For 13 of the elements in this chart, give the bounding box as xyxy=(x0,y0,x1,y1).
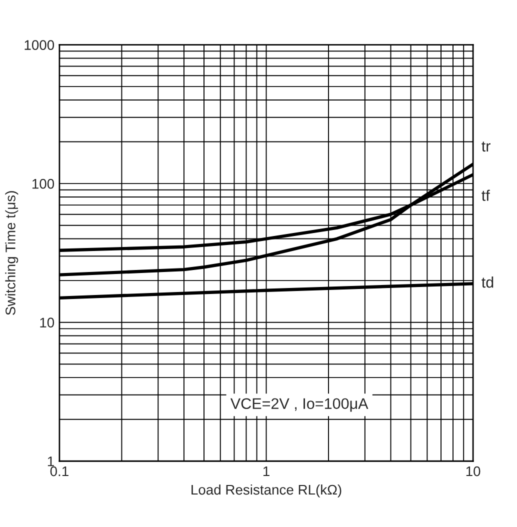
y-tick-label: 1 xyxy=(48,456,54,466)
x-tick-label: 1 xyxy=(263,466,270,476)
y-tick-label: 1000 xyxy=(24,40,54,50)
series-label: tr xyxy=(482,142,490,152)
x-tick-label: 0.1 xyxy=(50,466,68,476)
x-tick-label: 10 xyxy=(466,466,480,476)
series-label: td xyxy=(482,276,494,288)
x-axis-title: Load Resistance RL(kΩ) xyxy=(192,484,342,498)
y-tick-label: 100 xyxy=(32,178,54,189)
y-tick-label: 10 xyxy=(40,318,54,328)
annotation: VCE=2V , Io=100μA xyxy=(230,398,368,412)
series-label: tf xyxy=(482,190,490,201)
y-axis-title: Switching Time t(μs) xyxy=(5,191,18,315)
